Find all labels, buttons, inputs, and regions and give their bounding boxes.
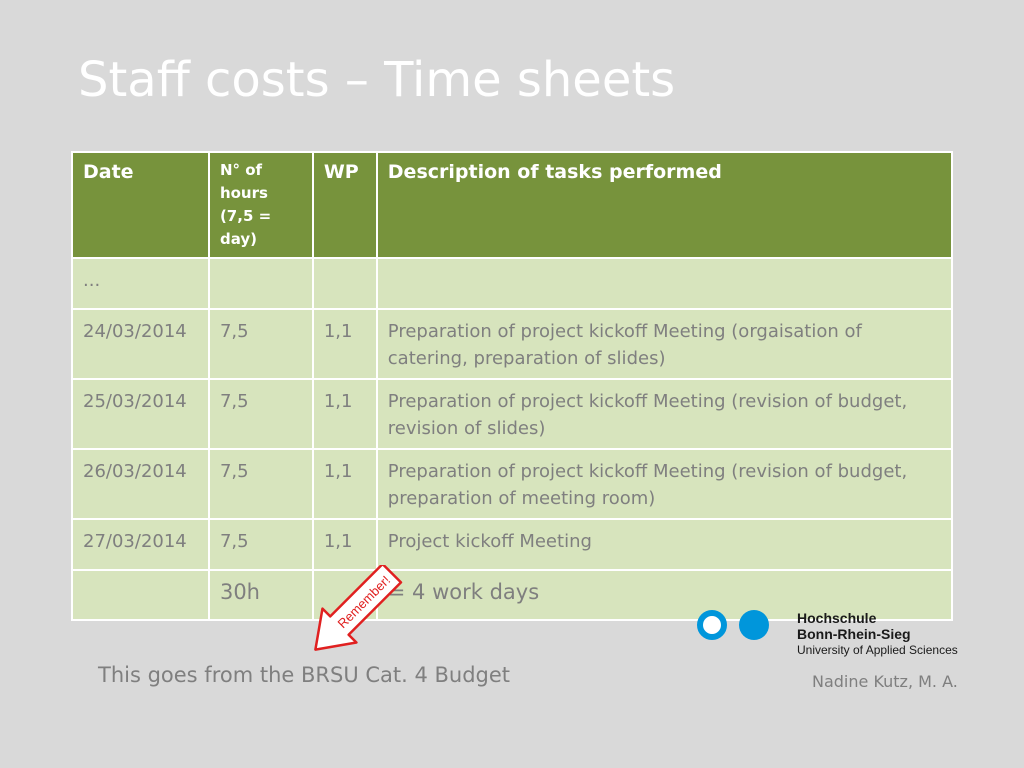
logo-line-3: University of Applied Sciences: [797, 643, 958, 657]
cell-wp: 1,1: [311, 308, 378, 380]
header-wp: WP: [311, 151, 378, 259]
table-row: ...: [71, 257, 954, 310]
cell-description: Project kickoff Meeting: [375, 518, 954, 571]
remember-arrow: Remember!: [300, 562, 410, 655]
cell-total-hours: 30h: [207, 569, 314, 621]
cell-hours: [207, 257, 314, 310]
logo-line-1: Hochschule: [797, 610, 877, 626]
cell-date: 25/03/2014: [71, 378, 210, 450]
cell-total-days: = 4 work days: [375, 569, 954, 621]
cell-wp: 1,1: [311, 378, 378, 450]
cell-hours: 7,5: [207, 448, 314, 520]
cell-hours: 7,5: [207, 308, 314, 380]
logo-dot-icon: [739, 610, 769, 640]
budget-note: This goes from the BRSU Cat. 4 Budget: [98, 663, 511, 687]
cell-description: Preparation of project kickoff Meeting (…: [375, 308, 954, 380]
header-date: Date: [71, 151, 210, 259]
cell-wp: [311, 257, 378, 310]
table-row: 24/03/2014 7,5 1,1 Preparation of projec…: [71, 308, 954, 380]
table-row: 26/03/2014 7,5 1,1 Preparation of projec…: [71, 448, 954, 520]
cell-wp: 1,1: [311, 518, 378, 571]
cell-description: Preparation of project kickoff Meeting (…: [375, 378, 954, 450]
cell-date: 27/03/2014: [71, 518, 210, 571]
cell-wp: 1,1: [311, 448, 378, 520]
cell-hours: 7,5: [207, 518, 314, 571]
cell-description: Preparation of project kickoff Meeting (…: [375, 448, 954, 520]
author: Nadine Kutz, M. A.: [812, 672, 958, 691]
logo-line-2: Bonn-Rhein-Sieg: [797, 626, 911, 642]
header-hours: N° of hours (7,5 = day): [207, 151, 314, 259]
table-row: 27/03/2014 7,5 1,1 Project kickoff Meeti…: [71, 518, 954, 571]
cell-date: ...: [71, 257, 210, 310]
cell-hours: 7,5: [207, 378, 314, 450]
cell-date: [71, 569, 210, 621]
header-description: Description of tasks performed: [375, 151, 954, 259]
time-sheet-table: Date N° of hours (7,5 = day) WP Descript…: [71, 151, 954, 621]
logo-text: Hochschule Bonn-Rhein-Sieg University of…: [797, 610, 958, 658]
slide-title: Staff costs – Time sheets: [78, 52, 676, 108]
logo-ring-icon: [697, 610, 727, 640]
cell-description: [375, 257, 954, 310]
table-row: 25/03/2014 7,5 1,1 Preparation of projec…: [71, 378, 954, 450]
university-logo: Hochschule Bonn-Rhein-Sieg University of…: [697, 608, 977, 658]
table-header-row: Date N° of hours (7,5 = day) WP Descript…: [71, 151, 954, 259]
cell-date: 26/03/2014: [71, 448, 210, 520]
cell-date: 24/03/2014: [71, 308, 210, 380]
arrow-shape: [314, 562, 403, 651]
